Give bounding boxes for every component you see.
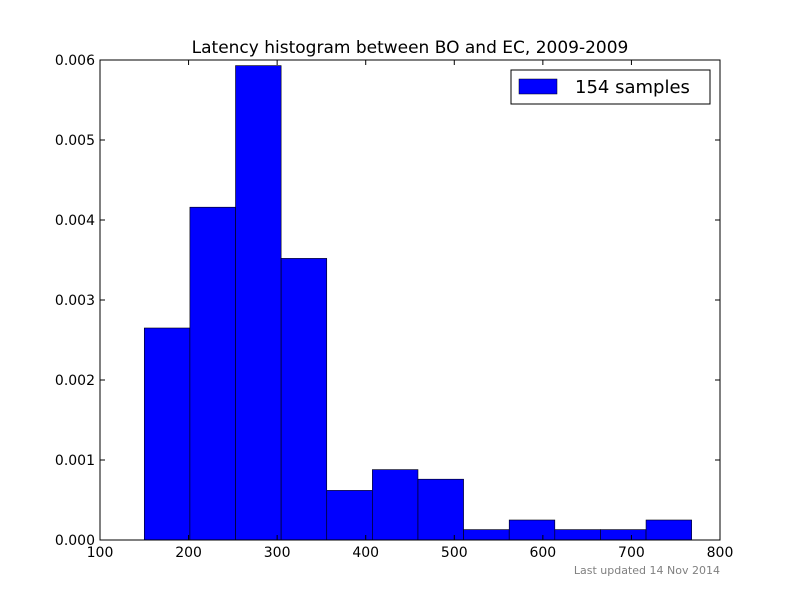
histogram-bar <box>235 65 282 541</box>
y-tick-label: 0.000 <box>55 533 95 549</box>
histogram-bar <box>280 258 328 541</box>
x-tick-label: 300 <box>264 545 291 561</box>
axis-ticks <box>99 59 721 541</box>
legend-swatch <box>518 78 558 95</box>
y-tick-label: 0.001 <box>55 453 95 469</box>
y-tick-label: 0.006 <box>55 53 95 69</box>
chart-title: Latency histogram between BO and EC, 200… <box>192 38 629 58</box>
histogram-bar <box>554 529 601 541</box>
histogram-bar <box>189 206 236 541</box>
histogram-bar <box>143 327 191 541</box>
histogram-bar <box>326 490 373 541</box>
legend: 154 samples <box>510 69 711 105</box>
x-tick-label: 200 <box>175 545 202 561</box>
y-tick-label: 0.005 <box>55 133 95 149</box>
x-tick-label: 100 <box>87 545 114 561</box>
histogram-bar <box>645 519 692 541</box>
histogram-bar <box>463 529 510 541</box>
histogram-bar <box>508 519 556 541</box>
last-updated-note: Last updated 14 Nov 2014 <box>574 564 720 577</box>
histogram-bar <box>372 469 419 541</box>
histogram-bar <box>600 529 647 541</box>
x-tick-label: 800 <box>707 545 734 561</box>
histogram-bars <box>143 65 692 541</box>
legend-label: 154 samples <box>575 77 690 98</box>
x-tick-label: 500 <box>441 545 468 561</box>
y-tick-label: 0.004 <box>55 213 95 229</box>
axis-tick-labels: 100 200 300 400 500 600 700 800 0.000 0.001 0.002 0… <box>55 53 733 561</box>
y-tick-label: 0.003 <box>55 293 95 309</box>
histogram-bar <box>417 478 464 541</box>
x-tick-label: 600 <box>529 545 556 561</box>
x-tick-label: 400 <box>352 545 379 561</box>
y-tick-label: 0.002 <box>55 373 95 389</box>
x-tick-label: 700 <box>618 545 645 561</box>
